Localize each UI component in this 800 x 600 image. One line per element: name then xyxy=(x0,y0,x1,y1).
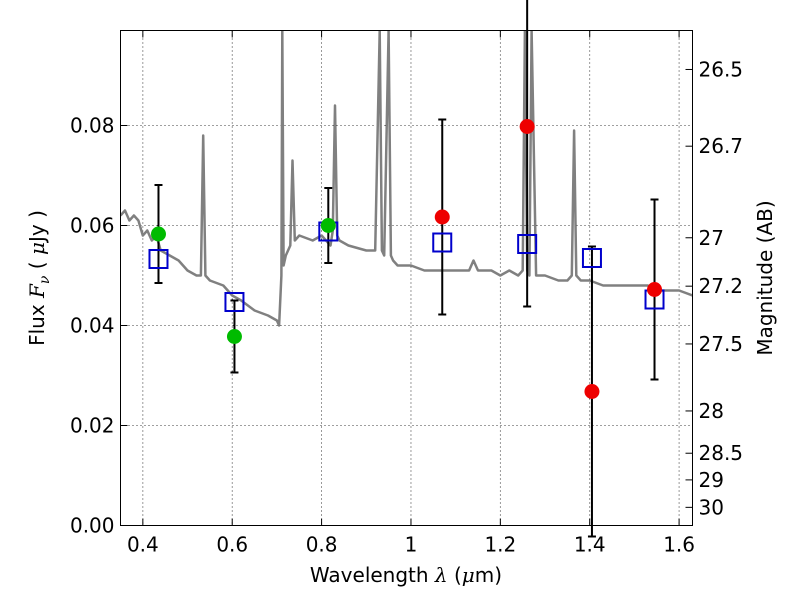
y-tick-label: 0.06 xyxy=(70,214,115,238)
x-axis-label: Wavelength λ (μm) xyxy=(310,563,502,587)
right-tick-label: 26.5 xyxy=(699,57,744,81)
plot-frame xyxy=(120,30,693,526)
model-square xyxy=(517,234,538,254)
right-tick-label: 27 xyxy=(699,226,724,250)
photometry-point xyxy=(226,329,242,344)
y-axis-label: Flux Fν ( μJy ) xyxy=(25,210,53,346)
right-tick-label: 27.2 xyxy=(699,274,744,298)
model-square xyxy=(148,249,169,269)
x-tick-label: 1 xyxy=(405,533,418,557)
spectrum-line xyxy=(120,30,693,327)
right-tick-label: 30 xyxy=(699,495,724,519)
y-tick-label: 0.04 xyxy=(70,314,115,338)
photometry-point xyxy=(434,209,450,225)
photometry-point xyxy=(647,282,663,297)
photometry-point xyxy=(320,218,336,233)
right-tick-label: 28 xyxy=(699,399,724,423)
right-tick-label: 28.5 xyxy=(699,441,744,465)
x-tick-label: 0.6 xyxy=(216,533,248,557)
tick-layer: 0.4 0.6 0.8 1 1.2 1.4 1.6 0.00 0.02 0.04 0.06 0.08 2… xyxy=(70,30,744,557)
right-tick-label: 27.5 xyxy=(699,332,744,356)
model-square xyxy=(581,248,602,268)
data-layer xyxy=(120,0,693,538)
x-tick-label: 0.8 xyxy=(306,533,338,557)
photometry-point xyxy=(519,119,535,134)
y-tick-label: 0.02 xyxy=(70,414,115,438)
right-tick-label: 26.7 xyxy=(699,134,744,158)
photometry-point xyxy=(584,384,600,399)
right-axis-label: Magnitude (AB) xyxy=(753,200,777,355)
x-tick-label: 1.6 xyxy=(663,533,695,557)
right-tick-label: 29 xyxy=(699,468,724,492)
model-square xyxy=(224,292,245,312)
photometry-point xyxy=(150,226,166,242)
x-tick-label: 1.4 xyxy=(574,533,606,557)
x-tick-label: 1.2 xyxy=(484,533,516,557)
y-tick-label: 0.08 xyxy=(70,114,115,138)
x-tick-label: 0.4 xyxy=(127,533,159,557)
model-square xyxy=(432,232,453,253)
y-tick-label: 0.00 xyxy=(70,514,115,538)
